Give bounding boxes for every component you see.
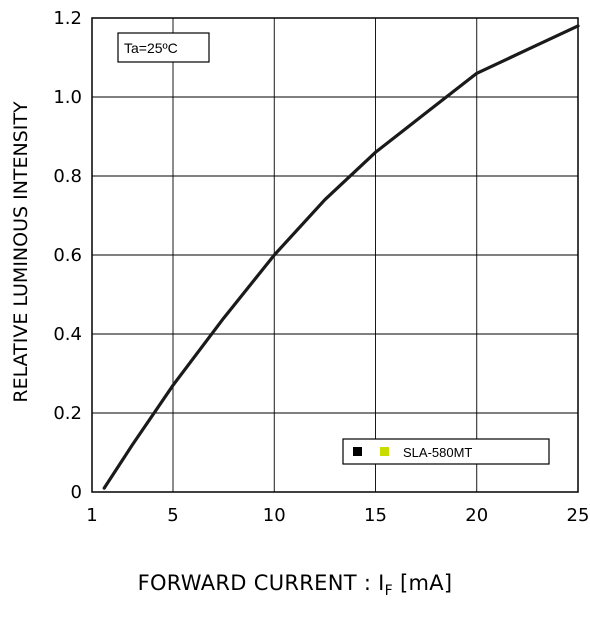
series-line xyxy=(102,24,580,490)
legend: SLA-580MT xyxy=(342,438,550,465)
y-tick-label: 0.4 xyxy=(53,324,82,345)
x-tick-label: 20 xyxy=(465,505,488,526)
y-tick-label: 1.2 xyxy=(53,8,82,29)
chart: 00.20.40.60.81.01.2 1 5 10 15 20 25 RELATIVE … xyxy=(10,8,589,526)
x-tick-label: 25 xyxy=(567,505,590,526)
plot-frame xyxy=(91,17,579,493)
x-axis-label: FORWARD CURRENT : IF [mA] xyxy=(0,571,590,599)
y-tick-labels: 0 0.2 0.4 0.6 0.8 1.0 1.2 xyxy=(53,8,82,503)
annotation-box: Ta=25ºC xyxy=(117,32,210,63)
x-axis-label-main: FORWARD CURRENT : I xyxy=(137,571,385,595)
y-tick-label: 0.8 xyxy=(53,166,82,187)
x-axis-label-unit: [mA] xyxy=(393,571,453,595)
legend-label: SLA-580MT xyxy=(403,445,472,460)
x-tick-label: 10 xyxy=(263,505,286,526)
y-tick-label: 1.0 xyxy=(53,87,82,108)
legend-swatch-yellow xyxy=(380,447,389,456)
x-tick-label: 15 xyxy=(364,505,387,526)
y-tick-label: 0.2 xyxy=(53,403,82,424)
legend-frame xyxy=(342,438,550,465)
x-tick-label: 5 xyxy=(167,505,178,526)
legend-swatch-black xyxy=(353,447,362,456)
x-tick-labels: 1 5 10 15 20 25 xyxy=(86,505,589,526)
annotation-frame xyxy=(117,32,210,63)
grid xyxy=(91,17,579,493)
x-tick-label: 1 xyxy=(86,505,97,526)
series-group xyxy=(102,24,580,490)
y-axis-label: RELATIVE LUMINOUS INTENSITY xyxy=(10,101,32,403)
x-axis-label-subscript: F xyxy=(384,583,394,600)
annotation-text: Ta=25ºC xyxy=(124,40,178,56)
y-tick-label: 0.6 xyxy=(53,245,82,266)
y-tick-label: 0 xyxy=(71,482,82,503)
